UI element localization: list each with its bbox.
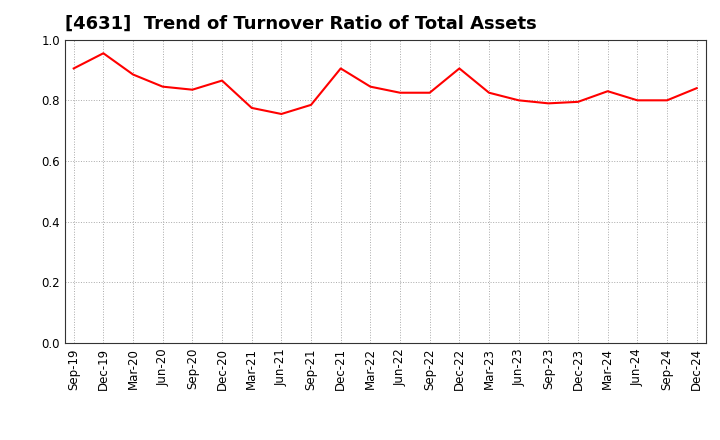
Text: [4631]  Trend of Turnover Ratio of Total Assets: [4631] Trend of Turnover Ratio of Total …	[65, 15, 536, 33]
